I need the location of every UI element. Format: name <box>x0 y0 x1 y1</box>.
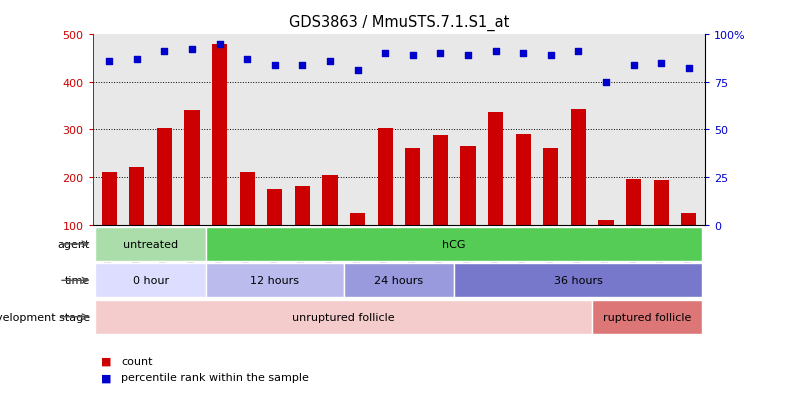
Bar <box>157 129 172 225</box>
Point <box>406 53 419 59</box>
Bar <box>405 149 421 225</box>
Point <box>131 57 143 63</box>
Point <box>682 66 695 73</box>
Bar <box>129 168 144 225</box>
Point <box>654 60 667 67</box>
Bar <box>592 300 703 334</box>
Bar <box>516 135 530 225</box>
Point <box>434 51 447 57</box>
Bar <box>654 181 669 225</box>
Bar <box>212 45 227 225</box>
Point <box>158 49 171 55</box>
Text: GDS3863 / MmuSTS.7.1.S1_at: GDS3863 / MmuSTS.7.1.S1_at <box>289 14 509 31</box>
Point <box>572 49 585 55</box>
Bar <box>433 135 448 225</box>
Bar <box>626 180 641 225</box>
Point <box>627 62 640 69</box>
Point <box>103 58 116 65</box>
Text: percentile rank within the sample: percentile rank within the sample <box>121 373 309 382</box>
Text: agent: agent <box>57 239 89 249</box>
Point <box>241 57 254 63</box>
Bar <box>598 221 613 225</box>
Point <box>213 41 226 48</box>
Point <box>544 53 557 59</box>
Point <box>185 47 198 54</box>
Bar <box>681 213 696 225</box>
Text: time: time <box>64 275 89 286</box>
Text: ruptured follicle: ruptured follicle <box>603 312 692 322</box>
Text: ■: ■ <box>101 373 111 382</box>
Bar <box>543 149 559 225</box>
Text: development stage: development stage <box>0 312 89 322</box>
Text: count: count <box>121 356 152 366</box>
Text: hCG: hCG <box>442 239 466 249</box>
Point <box>296 62 309 69</box>
Bar <box>185 111 200 225</box>
Bar <box>460 147 476 225</box>
Text: 24 hours: 24 hours <box>375 275 423 286</box>
Bar <box>268 190 282 225</box>
Bar <box>95 227 206 261</box>
Bar <box>488 112 503 225</box>
Point <box>600 79 613 86</box>
Text: unruptured follicle: unruptured follicle <box>293 312 395 322</box>
Point <box>517 51 530 57</box>
Bar <box>322 175 338 225</box>
Bar <box>571 110 586 225</box>
Bar <box>206 227 703 261</box>
Text: untreated: untreated <box>123 239 178 249</box>
Text: 0 hour: 0 hour <box>132 275 168 286</box>
Bar <box>344 263 454 298</box>
Point <box>351 68 364 74</box>
Bar <box>377 129 393 225</box>
Bar <box>239 173 255 225</box>
Text: 12 hours: 12 hours <box>251 275 299 286</box>
Bar <box>95 263 206 298</box>
Bar <box>454 263 703 298</box>
Bar <box>95 300 592 334</box>
Text: ■: ■ <box>101 356 111 366</box>
Point <box>268 62 281 69</box>
Point <box>462 53 475 59</box>
Bar <box>206 263 344 298</box>
Point <box>379 51 392 57</box>
Point <box>323 58 336 65</box>
Point <box>489 49 502 55</box>
Bar <box>295 186 310 225</box>
Text: 36 hours: 36 hours <box>554 275 603 286</box>
Bar <box>350 213 365 225</box>
Bar <box>102 173 117 225</box>
